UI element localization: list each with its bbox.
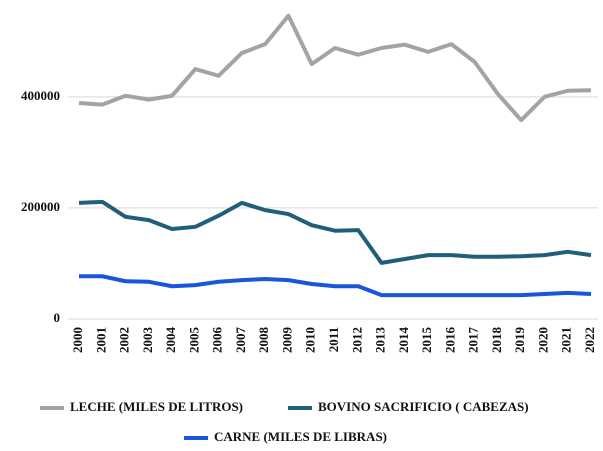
legend-label: CARNE (MILES DE LIBRAS) xyxy=(214,429,387,444)
x-tick-label: 2018 xyxy=(489,326,504,353)
x-tick-label: 2014 xyxy=(396,327,411,354)
legend-label: LECHE (MILES DE LITROS) xyxy=(70,399,243,414)
x-tick-label: 2000 xyxy=(70,327,85,353)
x-tick-label: 2012 xyxy=(349,327,364,353)
x-tick-label: 2001 xyxy=(93,327,108,353)
x-tick-label: 2005 xyxy=(186,327,201,354)
x-tick-label: 2004 xyxy=(163,327,178,354)
series-line xyxy=(79,274,592,298)
x-tick-label: 2010 xyxy=(303,327,318,353)
x-tick-label: 2022 xyxy=(582,327,597,353)
y-tick-label: 400000 xyxy=(21,88,60,103)
x-tick-label: 2016 xyxy=(442,327,457,354)
legend-label: BOVINO SACRIFICIO ( CABEZAS) xyxy=(318,399,529,414)
x-tick-label: 2008 xyxy=(256,327,271,354)
x-tick-label: 2013 xyxy=(373,327,388,354)
x-tick-label: 2002 xyxy=(117,327,132,353)
x-tick-label: 2015 xyxy=(419,327,434,354)
x-tick-label: 2003 xyxy=(140,327,155,354)
x-tick-label: 2007 xyxy=(233,327,248,354)
y-tick-label: 200000 xyxy=(21,199,60,214)
x-tick-label: 2021 xyxy=(559,327,574,353)
x-tick-label: 2020 xyxy=(535,327,550,353)
x-tick-label: 2006 xyxy=(210,327,225,354)
x-tick-label: 2017 xyxy=(466,327,481,354)
y-tick-label: 0 xyxy=(54,310,61,325)
x-tick-label: 2011 xyxy=(326,327,341,352)
x-tick-label: 2019 xyxy=(512,327,527,354)
series-line xyxy=(78,13,592,123)
x-tick-label: 2009 xyxy=(279,327,294,354)
series-line xyxy=(78,199,592,265)
